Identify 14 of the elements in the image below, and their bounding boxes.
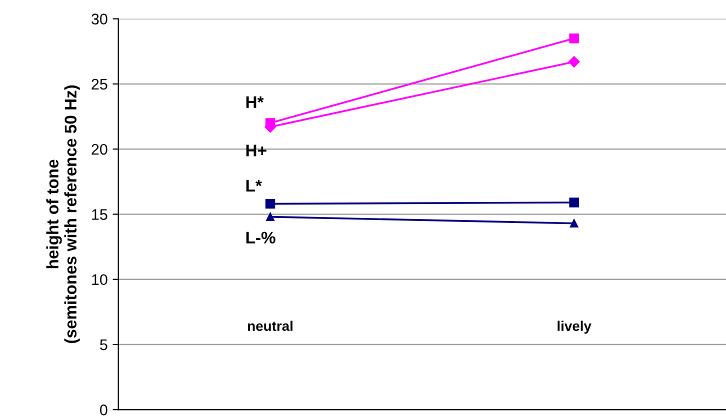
series-label: H* <box>246 96 264 108</box>
series-label: L* <box>246 180 262 192</box>
series-label: H+ <box>246 144 266 156</box>
y-tick-label: 15 <box>92 209 108 220</box>
y-tick-label: 20 <box>92 144 108 155</box>
y-tick-label: 5 <box>100 340 108 350</box>
y-tick-label: 30 <box>92 14 108 24</box>
y-tick-label: 0 <box>100 404 108 416</box>
x-tick-label: neutral <box>248 320 292 331</box>
x-tick-label: lively <box>558 320 592 334</box>
y-tick-label: 10 <box>92 274 108 286</box>
y-axis-title: height of tone (semitones with reference 50 Hz) <box>46 85 80 344</box>
y-tick-label: 25 <box>92 78 108 90</box>
series-label: L-% <box>246 232 276 244</box>
